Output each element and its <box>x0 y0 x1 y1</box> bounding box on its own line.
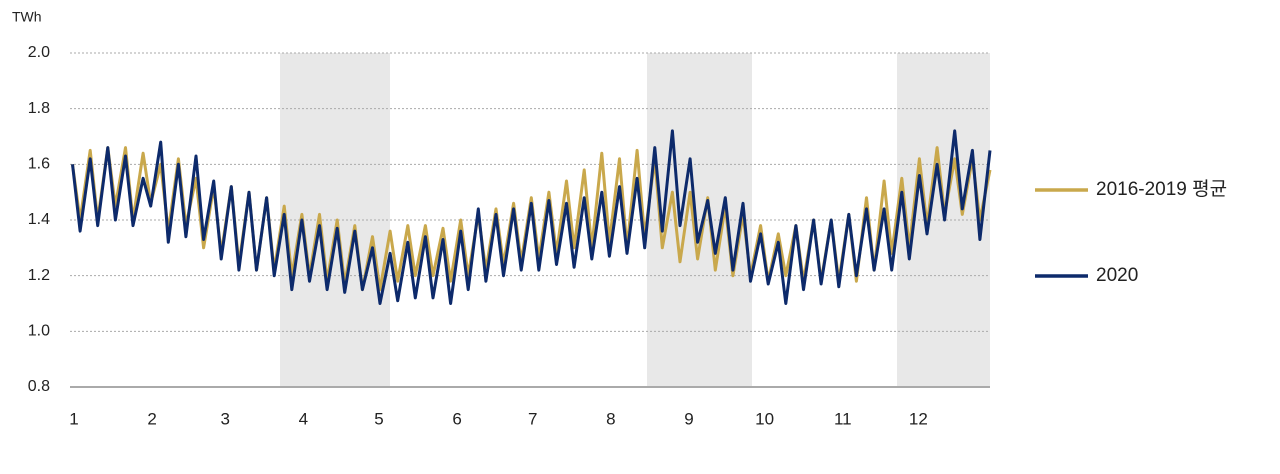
y-tick-label: 0.8 <box>28 378 50 395</box>
legend-label: 2020 <box>1096 265 1138 286</box>
y-tick-label: 1.2 <box>28 267 50 284</box>
x-tick-label: 12 <box>909 409 928 428</box>
x-tick-label: 1 <box>69 409 78 428</box>
series-line <box>71 146 992 292</box>
y-tick-label: 1.6 <box>28 156 50 173</box>
x-tick-label: 7 <box>528 409 537 428</box>
x-tick-label: 2 <box>147 409 156 428</box>
x-tick-label: 4 <box>299 409 308 428</box>
x-tick-label: 8 <box>606 409 615 428</box>
x-tick-label: 5 <box>374 409 383 428</box>
y-tick-label: 2.0 <box>28 44 50 61</box>
y-tick-label: 1.8 <box>28 100 50 117</box>
x-tick-label: 3 <box>220 409 229 428</box>
x-tick-label: 9 <box>684 409 693 428</box>
y-tick-label: 1.0 <box>28 323 50 340</box>
y-axis-label: TWh <box>12 9 42 25</box>
x-tick-label: 11 <box>834 409 852 428</box>
legend-label: 2016-2019 평균 <box>1096 178 1227 200</box>
y-tick-label: 1.4 <box>28 211 50 228</box>
x-tick-label: 10 <box>755 409 774 428</box>
x-tick-label: 6 <box>452 409 461 428</box>
series-line <box>71 129 992 305</box>
